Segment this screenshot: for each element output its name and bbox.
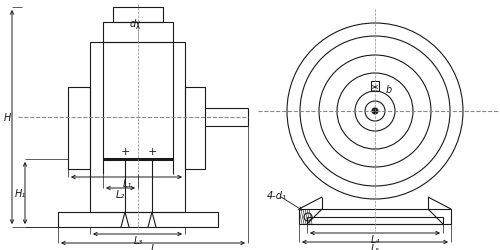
Text: L: L	[150, 243, 156, 250]
Text: L₅: L₅	[370, 243, 380, 250]
Text: H₁: H₁	[14, 188, 26, 198]
Text: L₃: L₃	[134, 235, 142, 245]
Bar	[103, 23, 173, 43]
Bar	[113, 8, 163, 23]
Text: 4-d₁: 4-d₁	[267, 190, 287, 200]
Text: L₄: L₄	[370, 234, 380, 244]
Circle shape	[372, 108, 378, 114]
Text: +: +	[148, 146, 156, 156]
Bar	[299, 209, 451, 224]
Bar	[185, 88, 205, 169]
Bar	[307, 217, 443, 224]
Text: b: b	[386, 85, 392, 94]
Bar	[90, 43, 185, 212]
Bar	[68, 88, 90, 169]
Text: L₂: L₂	[116, 189, 124, 199]
Text: d: d	[130, 19, 136, 29]
Text: H: H	[4, 112, 10, 122]
Bar	[371, 82, 379, 92]
Text: L₁: L₁	[122, 178, 132, 188]
Text: +: +	[120, 146, 130, 156]
Bar	[58, 212, 218, 227]
